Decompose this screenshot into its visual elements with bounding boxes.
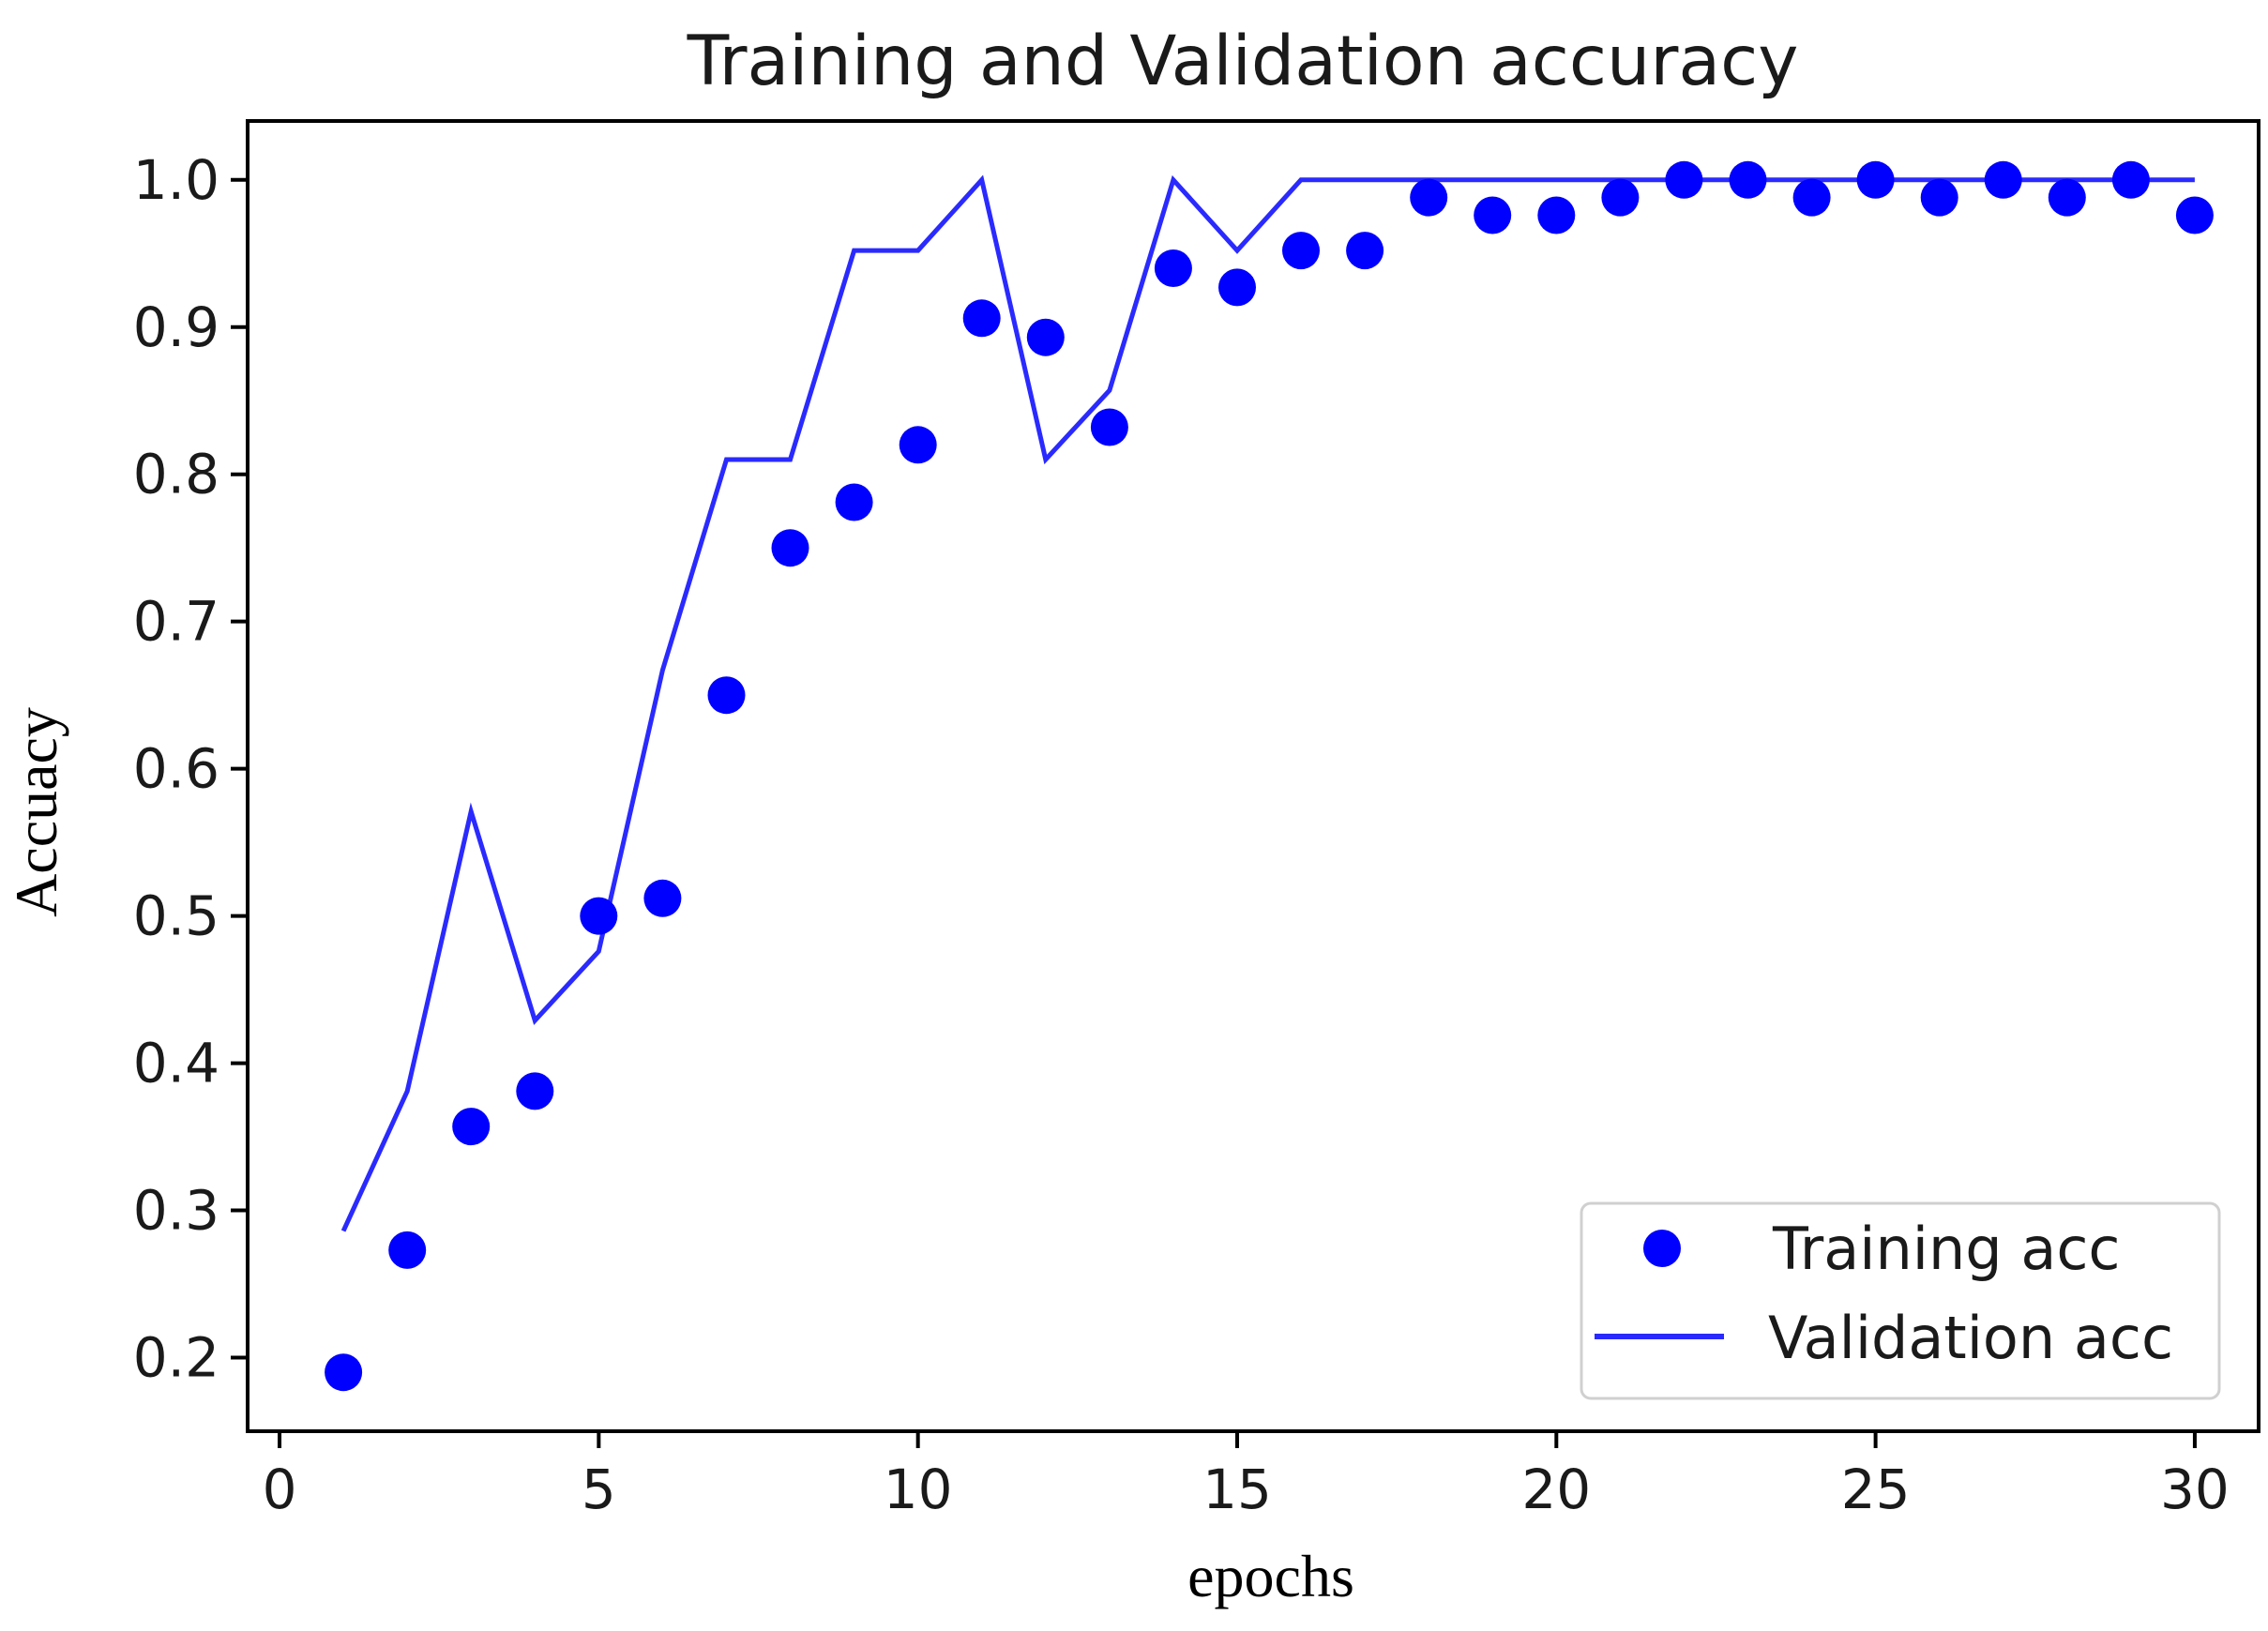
legend-label-training: Training acc: [1772, 1215, 2121, 1283]
training-acc-point: [1920, 178, 1958, 217]
training-acc-point: [1729, 160, 1767, 199]
y-tick-label: 1.0: [133, 148, 219, 212]
y-tick-label: 0.4: [133, 1032, 219, 1095]
training-acc-point: [899, 426, 937, 464]
legend-label-validation: Validation acc: [1768, 1304, 2173, 1372]
training-acc-point: [1346, 232, 1384, 270]
training-acc-point: [1474, 196, 1512, 234]
training-acc-point: [962, 299, 1001, 338]
x-tick-label: 20: [1521, 1457, 1591, 1521]
y-tick-label: 0.7: [133, 590, 219, 654]
training-acc-point: [1410, 178, 1448, 217]
training-acc-point: [1665, 160, 1703, 199]
x-axis: 0 5 10 15 20 25 30: [263, 1431, 2230, 1521]
training-acc-point: [1984, 160, 2022, 199]
y-axis-label: Accuacy: [3, 707, 69, 917]
training-acc-point: [452, 1108, 491, 1146]
training-acc-point: [835, 483, 873, 521]
y-tick-label: 0.9: [133, 295, 219, 359]
x-tick-label: 25: [1841, 1457, 1911, 1521]
training-acc-point: [643, 879, 682, 917]
training-acc-point: [1218, 268, 1256, 307]
x-tick-label: 10: [884, 1457, 953, 1521]
x-axis-label: epochs: [1187, 1543, 1354, 1609]
validation-acc-line: [340, 174, 2195, 1232]
x-tick-label: 30: [2160, 1457, 2230, 1521]
training-acc-point: [1601, 178, 1640, 217]
plot-area: [325, 160, 2214, 1392]
training-acc-point: [1026, 318, 1065, 356]
training-acc-point: [1792, 178, 1831, 217]
x-tick-label: 15: [1202, 1457, 1272, 1521]
training-acc-point: [2111, 160, 2150, 199]
y-tick-label: 0.5: [133, 884, 219, 948]
training-acc-point: [1090, 408, 1128, 446]
training-acc-point: [325, 1353, 363, 1392]
training-acc-point: [580, 897, 618, 935]
training-acc-point: [2175, 196, 2214, 234]
training-acc-point: [771, 529, 809, 567]
y-tick-label: 0.8: [133, 443, 219, 506]
training-acc-point: [516, 1072, 554, 1110]
chart-title: Training and Validation accuracy: [687, 22, 1799, 101]
legend: Training acc Validation acc: [1580, 1201, 2221, 1400]
plot-frame: [246, 119, 2260, 1433]
y-tick-label: 0.3: [133, 1179, 219, 1243]
legend-marker-training: [1643, 1230, 1681, 1267]
y-tick-label: 0.6: [133, 737, 219, 801]
training-acc-point: [1537, 196, 1576, 234]
training-acc-point: [707, 676, 746, 715]
training-acc-point: [2048, 178, 2086, 217]
training-acc-point: [1282, 232, 1320, 270]
legend-box: [1580, 1201, 2221, 1400]
y-tick-label: 0.2: [133, 1326, 219, 1390]
training-acc-point: [1856, 160, 1895, 199]
x-tick-label: 5: [582, 1457, 616, 1521]
training-acc-point: [388, 1231, 427, 1269]
y-axis: 0.2 0.3 0.4 0.5 0.6 0.7 0.8 0.9 1.0: [133, 148, 248, 1390]
x-tick-label: 0: [263, 1457, 297, 1521]
training-acc-point: [1154, 249, 1192, 287]
